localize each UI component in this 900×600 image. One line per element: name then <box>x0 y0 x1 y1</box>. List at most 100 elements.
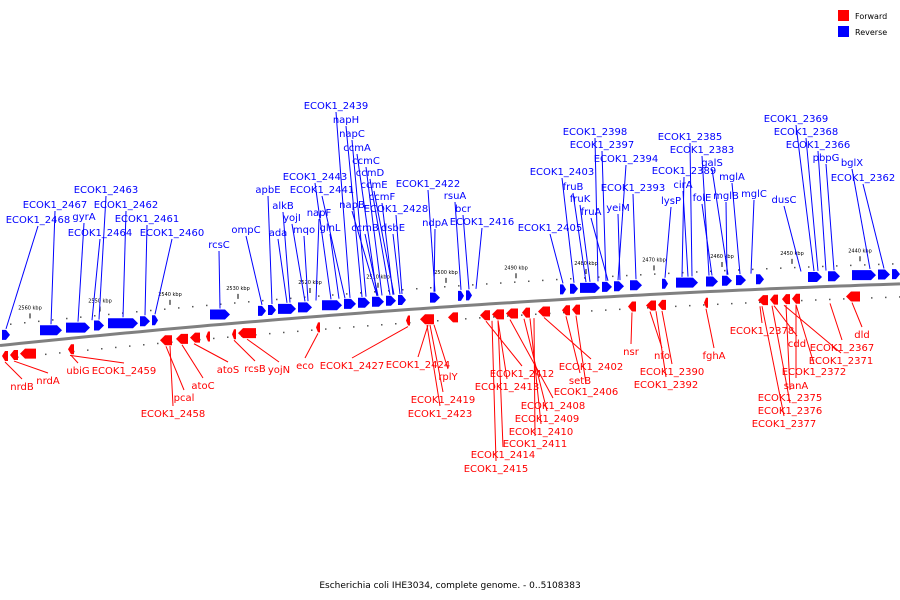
forward-gene <box>232 329 236 340</box>
forward-gene-label: ECOK1_2377 <box>752 419 817 430</box>
forward-gene <box>420 314 434 325</box>
forward-gene-label: ECOK1_2406 <box>554 387 619 398</box>
forward-leader <box>575 315 587 385</box>
reverse-gene <box>828 271 840 282</box>
reverse-leader <box>335 111 351 298</box>
forward-gene-label: ECOK1_2390 <box>640 367 705 378</box>
reverse-gene <box>268 305 276 316</box>
scale-dot <box>850 264 852 267</box>
reverse-leader <box>561 177 575 283</box>
forward-gene <box>238 328 256 339</box>
forward-gene <box>522 307 530 318</box>
scale-dot <box>598 276 600 278</box>
scale-dot <box>745 302 747 304</box>
forward-leader <box>565 316 581 374</box>
reverse-gene-label: napH <box>333 115 359 126</box>
reverse-leader <box>701 203 713 276</box>
scale-dot <box>87 349 89 351</box>
forward-leader <box>429 324 444 393</box>
forward-gene-label: ECOK1_2375 <box>758 393 823 404</box>
forward-gene <box>160 335 172 346</box>
forward-leader <box>193 343 229 363</box>
forward-gene-label: ECOK1_2367 <box>810 343 875 354</box>
forward-leader <box>655 311 667 378</box>
forward-gene <box>646 300 656 311</box>
scale-dot <box>346 293 348 295</box>
scale-dot <box>878 263 880 266</box>
reverse-gene-label: ompC <box>231 225 260 236</box>
forward-gene-label: dld <box>854 330 869 341</box>
reverse-gene <box>210 309 230 320</box>
forward-gene-label: nfo <box>654 351 670 362</box>
scale-dot <box>766 267 768 270</box>
forward-leader <box>759 306 763 324</box>
forward-leader <box>417 324 429 358</box>
reverse-leader <box>315 218 320 301</box>
reverse-leader <box>303 235 309 302</box>
reverse-leader <box>267 195 273 305</box>
forward-gene-label: atoC <box>191 381 214 392</box>
reverse-gene-label: ECOK1_2405 <box>518 223 583 234</box>
reverse-leader <box>795 124 815 272</box>
forward-gene-label: yojN <box>268 365 290 376</box>
reverse-gene-label: rcsC <box>208 240 230 251</box>
legend: Forward Reverse <box>838 10 887 37</box>
reverse-gene-label: ECOK1_2460 <box>140 228 205 239</box>
scale-dot <box>136 311 138 313</box>
reverse-leader <box>689 142 693 277</box>
forward-leader <box>705 308 715 349</box>
reverse-leader <box>122 210 127 318</box>
reverse-gene-label: ECOK1_2462 <box>94 200 159 211</box>
scale-tick-label: 2490 kbp <box>504 265 528 271</box>
reverse-gene <box>40 325 62 336</box>
reverse-gene-label: ECOK1_2385 <box>658 132 723 143</box>
reverse-leader <box>245 235 263 306</box>
scale-dot <box>535 313 537 316</box>
scale-dot <box>675 305 677 308</box>
forward-legend-label: Forward <box>855 12 887 21</box>
scale-dot <box>696 271 698 273</box>
label-leaders <box>4 111 885 462</box>
scale-dot <box>493 316 495 318</box>
reverse-gene-label: ECOK1_2362 <box>831 173 896 184</box>
scale-dot <box>668 272 670 275</box>
reverse-leader <box>277 238 288 303</box>
scale-dot <box>843 298 845 300</box>
reverse-gene-label: ECOK1_2393 <box>601 183 666 194</box>
reverse-leader <box>395 214 403 295</box>
reverse-gene-label: ccmC <box>352 156 380 167</box>
scale-dot <box>143 344 145 346</box>
scale-tick-label: 2510 kbp <box>366 275 390 281</box>
scale-dot <box>871 297 873 299</box>
forward-leader <box>304 333 319 359</box>
scale-dot <box>584 277 586 279</box>
forward-gene <box>538 306 550 317</box>
scale-dot <box>437 320 439 322</box>
scale-dot <box>150 309 152 312</box>
scale-dot <box>528 280 530 283</box>
forward-gene <box>68 344 74 355</box>
scale-dot <box>500 282 502 284</box>
scale-dot <box>647 307 649 309</box>
reverse-gene <box>152 315 158 326</box>
reverse-leader <box>218 250 221 309</box>
reverse-gene-label: galS <box>701 158 723 169</box>
scale-dot <box>444 286 446 288</box>
reverse-gene <box>630 280 642 291</box>
reverse-gene-label: ndpA <box>422 218 448 229</box>
forward-gene-label: ECOK1_2414 <box>471 450 536 461</box>
reverse-leader <box>282 211 291 303</box>
forward-leader <box>851 302 863 328</box>
reverse-gene-label: glnL <box>319 223 340 234</box>
scale-dot <box>206 304 208 307</box>
forward-gene-label: ECOK1_2458 <box>141 409 206 420</box>
reverse-gene-label: alkB <box>272 201 294 212</box>
scale-dot <box>682 271 684 274</box>
reverse-gene <box>808 271 822 282</box>
reverse-leader <box>805 137 819 271</box>
reverse-leader <box>664 206 672 278</box>
scale-dot <box>108 313 110 316</box>
reverse-leader <box>351 210 378 296</box>
scale-dot <box>507 315 509 317</box>
